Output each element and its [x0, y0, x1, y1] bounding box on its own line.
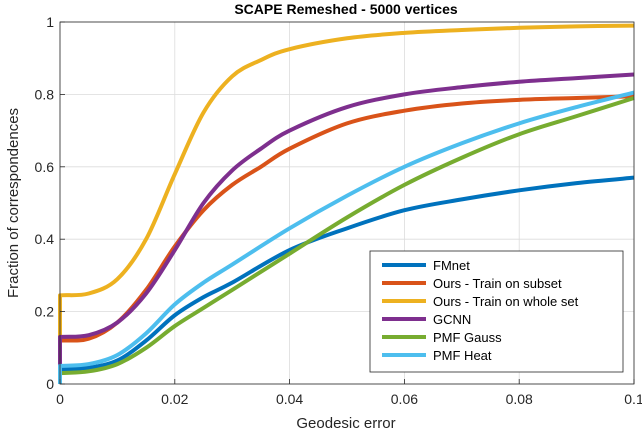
grid — [59, 21, 635, 385]
x-tick-label: 0.02 — [161, 391, 188, 407]
x-tick-label: 0 — [56, 391, 64, 407]
legend: FMnet Ours - Train on subset Ours - Train … — [369, 250, 624, 373]
x-axis-label: Geodesic error — [296, 415, 395, 432]
legend-box — [369, 250, 624, 373]
x-tick-label: 0.08 — [506, 391, 533, 407]
series-line-ours-train-on-whole-set — [58, 23, 635, 384]
x-tick-label: 0.06 — [391, 391, 418, 407]
y-tick-label: 0.8 — [35, 86, 55, 102]
series-line-pmf-gauss — [58, 96, 635, 384]
series-line-fmnet — [58, 175, 635, 384]
legend-label-pmf-gauss: PMF Gauss — [433, 330, 502, 345]
y-tick-label: 0.2 — [35, 304, 55, 320]
y-tick-label: 0 — [46, 376, 54, 392]
x-tick-label: 0.1 — [624, 391, 642, 407]
series-layer — [58, 23, 635, 384]
plot-frame — [59, 21, 635, 385]
y-axis-label: Fraction of correspondences — [5, 108, 22, 298]
legend-label-ours-train-on-subset: Ours - Train on subset — [433, 276, 562, 291]
y-tick-label: 0.4 — [35, 231, 55, 247]
legend-label-fmnet: FMnet — [433, 258, 470, 273]
series-line-gcnn — [58, 72, 635, 384]
chart-title: SCAPE Remeshed - 5000 vertices — [234, 1, 458, 17]
legend-label-gcnn: GCNN — [433, 312, 471, 327]
legend-label-pmf-heat: PMF Heat — [433, 348, 492, 363]
legend-label-ours-train-on-whole-set: Ours - Train on whole set — [433, 294, 579, 309]
y-tick-label: 1 — [46, 14, 54, 30]
ticks: 0 0.02 0.04 0.06 0.08 0.1 0 0.2 0.4 0.6 0.8 1 — [35, 14, 642, 407]
series-line-pmf-heat — [58, 90, 635, 384]
x-tick-label: 0.04 — [276, 391, 303, 407]
y-tick-label: 0.6 — [35, 159, 55, 175]
